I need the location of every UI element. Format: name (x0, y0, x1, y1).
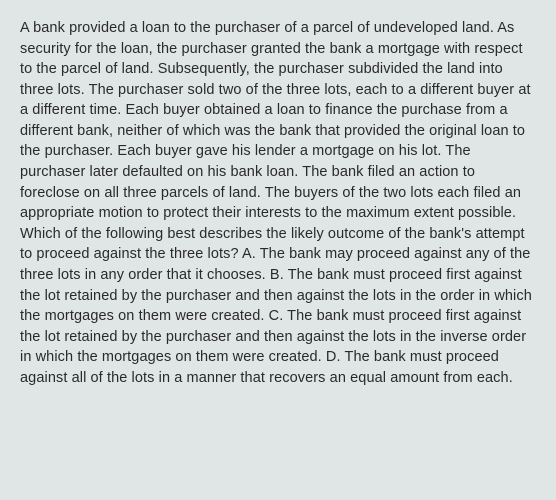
question-text: A bank provided a loan to the purchaser … (20, 18, 536, 388)
